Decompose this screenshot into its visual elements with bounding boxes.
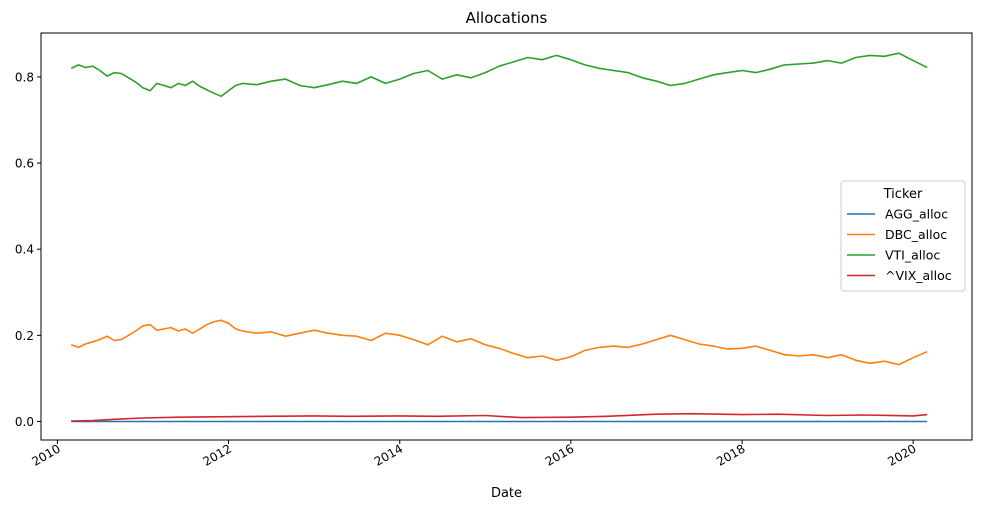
y-tick-label: 0.2: [15, 329, 34, 343]
legend-entry-label: VTI_alloc: [885, 248, 940, 263]
x-tick-label: 2012: [201, 441, 234, 468]
y-tick-label: 0.8: [15, 70, 34, 84]
y-tick-label: 0.6: [15, 157, 34, 171]
legend-title: Ticker: [883, 187, 923, 202]
series-line-3: [71, 412, 928, 422]
series-line-1: [70, 319, 928, 366]
x-tick-label: 2018: [714, 441, 747, 468]
legend-entry-label: DBC_alloc: [885, 227, 947, 242]
legend-entry-label: ^VIX_alloc: [885, 268, 952, 283]
y-tick-label: 0.4: [15, 243, 34, 257]
legend-entry-label: AGG_alloc: [885, 207, 948, 222]
x-axis: 2010 2012 2014 2016 2018 2020: [29, 440, 919, 469]
plot-lines: [70, 52, 928, 423]
legend: Ticker AGG_alloc DBC_alloc VTI_alloc ^VIX_a…: [840, 180, 966, 292]
x-tick-label: 2014: [372, 441, 405, 468]
chart-title: Allocations: [466, 9, 548, 27]
plot-frame: [40, 32, 973, 441]
x-tick-label: 2010: [29, 441, 62, 468]
series-line-2: [70, 52, 928, 98]
x-tick-label: 2020: [885, 441, 918, 468]
x-tick-label: 2016: [543, 441, 576, 468]
legend-box: [840, 180, 966, 292]
x-axis-label: Date: [491, 486, 522, 501]
y-tick-label: 0.0: [15, 415, 34, 429]
y-axis: 0.0 0.2 0.4 0.6 0.8: [15, 70, 41, 429]
